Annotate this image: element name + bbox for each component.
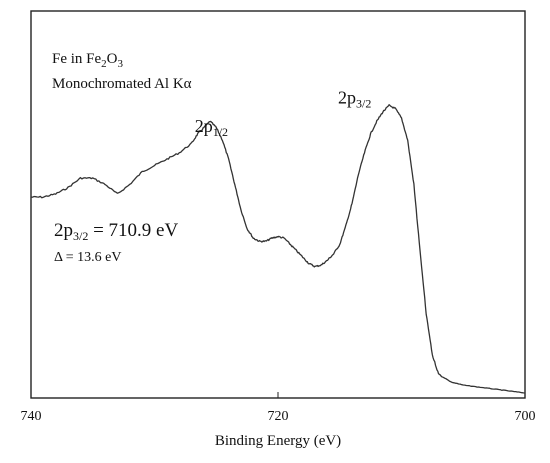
spectrum-line [30, 104, 526, 394]
x-axis-label: Binding Energy (eV) [215, 433, 341, 449]
x-axis-ticks: 740 720 700 [21, 392, 536, 424]
delta-readout: Δ = 13.6 eV [54, 250, 121, 265]
peak-label-2p1-2: 2p1/2 [195, 116, 228, 139]
source-label: Monochromated Al Kα [52, 76, 192, 92]
x-tick-label: 720 [268, 409, 289, 424]
binding-energy-readout: 2p3/2 = 710.9 eV [54, 220, 178, 243]
x-tick-label: 700 [515, 409, 536, 424]
peak-label-2p3-2: 2p3/2 [338, 87, 371, 110]
sample-title: Fe in Fe2O3 [52, 51, 124, 70]
x-tick-label: 740 [21, 409, 42, 424]
